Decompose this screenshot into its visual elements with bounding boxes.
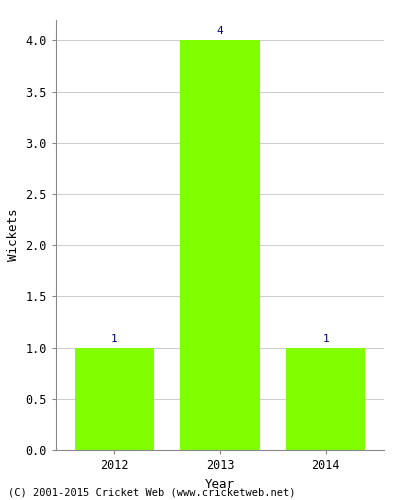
Text: 1: 1: [322, 334, 329, 344]
Bar: [74, 348, 154, 450]
Bar: [180, 40, 260, 450]
X-axis label: Year: Year: [205, 478, 235, 490]
Bar: [286, 348, 366, 450]
Text: (C) 2001-2015 Cricket Web (www.cricketweb.net): (C) 2001-2015 Cricket Web (www.cricketwe…: [8, 488, 296, 498]
Text: 4: 4: [217, 26, 223, 36]
Text: 1: 1: [111, 334, 118, 344]
Y-axis label: Wickets: Wickets: [7, 209, 20, 261]
